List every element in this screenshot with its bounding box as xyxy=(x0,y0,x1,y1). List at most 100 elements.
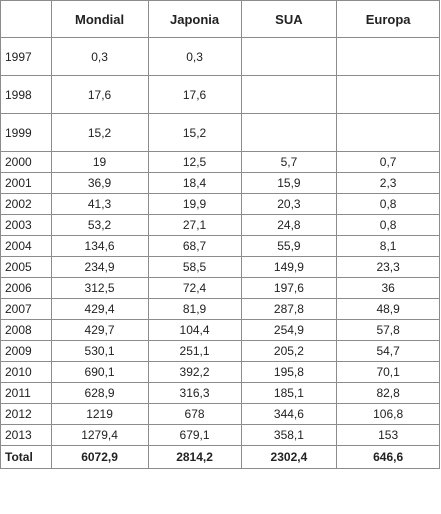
table-row: 1998 17,6 17,6 xyxy=(0,75,440,114)
cell-mondial: 41,3 xyxy=(50,193,149,215)
cell-year: 2002 xyxy=(0,193,52,215)
cell-sua: 197,6 xyxy=(240,277,338,299)
cell-europa: 106,8 xyxy=(336,403,440,425)
cell-year: 2007 xyxy=(0,298,52,320)
cell-sua: 24,8 xyxy=(240,214,338,236)
cell-mondial: 19 xyxy=(50,151,149,173)
cell-europa: 0,7 xyxy=(336,151,440,173)
header-europa: Europa xyxy=(336,0,440,38)
cell-mondial: 690,1 xyxy=(50,361,149,383)
cell-japonia: 58,5 xyxy=(147,256,242,278)
cell-year: 2000 xyxy=(0,151,52,173)
cell-mondial: 429,7 xyxy=(50,319,149,341)
cell-europa: 23,3 xyxy=(336,256,440,278)
cell-europa xyxy=(336,75,440,114)
cell-japonia: 679,1 xyxy=(147,424,242,446)
cell-year: 2001 xyxy=(0,172,52,194)
cell-mondial: 530,1 xyxy=(50,340,149,362)
table-row: 2010 690,1 392,2 195,8 70,1 xyxy=(0,361,440,383)
cell-europa: 70,1 xyxy=(336,361,440,383)
cell-year: 2006 xyxy=(0,277,52,299)
cell-year: 2009 xyxy=(0,340,52,362)
cell-year: 2003 xyxy=(0,214,52,236)
cell-sua: 55,9 xyxy=(240,235,338,257)
table-body: 1997 0,3 0,3 1998 17,6 17,6 1999 15,2 15,2 2000 19… xyxy=(0,37,440,469)
table-row: 1999 15,2 15,2 xyxy=(0,113,440,152)
cell-sua xyxy=(240,75,338,114)
cell-sua: 149,9 xyxy=(240,256,338,278)
header-mondial: Mondial xyxy=(50,0,149,38)
cell-mondial: 1219 xyxy=(50,403,149,425)
cell-mondial: 36,9 xyxy=(50,172,149,194)
cell-sua xyxy=(240,37,338,76)
cell-sua: 254,9 xyxy=(240,319,338,341)
cell-sua: 195,8 xyxy=(240,361,338,383)
table-row: 2003 53,2 27,1 24,8 0,8 xyxy=(0,214,440,236)
table-row: 2001 36,9 18,4 15,9 2,3 xyxy=(0,172,440,194)
cell-europa: 57,8 xyxy=(336,319,440,341)
cell-mondial: 234,9 xyxy=(50,256,149,278)
cell-mondial: 134,6 xyxy=(50,235,149,257)
cell-japonia: 251,1 xyxy=(147,340,242,362)
cell-sua: 185,1 xyxy=(240,382,338,404)
table-row: 2009 530,1 251,1 205,2 54,7 xyxy=(0,340,440,362)
cell-europa: 48,9 xyxy=(336,298,440,320)
cell-year: 1998 xyxy=(0,75,52,114)
cell-europa: 8,1 xyxy=(336,235,440,257)
table-row: 2007 429,4 81,9 287,8 48,9 xyxy=(0,298,440,320)
cell-year: 2005 xyxy=(0,256,52,278)
cell-year: 2010 xyxy=(0,361,52,383)
cell-japonia: 0,3 xyxy=(147,37,242,76)
cell-japonia: 316,3 xyxy=(147,382,242,404)
cell-mondial: 1279,4 xyxy=(50,424,149,446)
cell-japonia: 27,1 xyxy=(147,214,242,236)
cell-europa: 82,8 xyxy=(336,382,440,404)
table-row: 2002 41,3 19,9 20,3 0,8 xyxy=(0,193,440,215)
cell-japonia: 15,2 xyxy=(147,113,242,152)
cell-europa xyxy=(336,37,440,76)
data-table: Mondial Japonia SUA Europa 1997 0,3 0,3 199… xyxy=(0,0,440,469)
header-row: Mondial Japonia SUA Europa xyxy=(0,0,440,38)
cell-mondial: 17,6 xyxy=(50,75,149,114)
cell-sua: 20,3 xyxy=(240,193,338,215)
cell-japonia: 678 xyxy=(147,403,242,425)
table-row: 2005 234,9 58,5 149,9 23,3 xyxy=(0,256,440,278)
cell-sua: 287,8 xyxy=(240,298,338,320)
cell-year: 2012 xyxy=(0,403,52,425)
total-row: Total 6072,9 2814,2 2302,4 646,6 xyxy=(0,445,440,469)
cell-japonia: 19,9 xyxy=(147,193,242,215)
cell-japonia: 12,5 xyxy=(147,151,242,173)
cell-year: 2011 xyxy=(0,382,52,404)
cell-sua: 358,1 xyxy=(240,424,338,446)
table-row: 2008 429,7 104,4 254,9 57,8 xyxy=(0,319,440,341)
cell-japonia: 104,4 xyxy=(147,319,242,341)
header-corner-cell xyxy=(0,0,52,38)
cell-europa: 36 xyxy=(336,277,440,299)
total-mondial: 6072,9 xyxy=(50,445,149,469)
header-japonia: Japonia xyxy=(147,0,242,38)
total-japonia: 2814,2 xyxy=(147,445,242,469)
cell-japonia: 392,2 xyxy=(147,361,242,383)
total-year: Total xyxy=(0,445,52,469)
cell-sua: 5,7 xyxy=(240,151,338,173)
cell-europa xyxy=(336,113,440,152)
header-sua: SUA xyxy=(240,0,338,38)
cell-sua: 344,6 xyxy=(240,403,338,425)
cell-mondial: 15,2 xyxy=(50,113,149,152)
cell-sua: 205,2 xyxy=(240,340,338,362)
cell-japonia: 81,9 xyxy=(147,298,242,320)
cell-japonia: 68,7 xyxy=(147,235,242,257)
cell-year: 1997 xyxy=(0,37,52,76)
table-row: 1997 0,3 0,3 xyxy=(0,37,440,76)
total-europa: 646,6 xyxy=(336,445,440,469)
cell-year: 2013 xyxy=(0,424,52,446)
table-row: 2012 1219 678 344,6 106,8 xyxy=(0,403,440,425)
cell-europa: 0,8 xyxy=(336,193,440,215)
table-row: 2006 312,5 72,4 197,6 36 xyxy=(0,277,440,299)
cell-mondial: 628,9 xyxy=(50,382,149,404)
cell-japonia: 17,6 xyxy=(147,75,242,114)
cell-japonia: 18,4 xyxy=(147,172,242,194)
cell-europa: 153 xyxy=(336,424,440,446)
cell-year: 2008 xyxy=(0,319,52,341)
cell-europa: 54,7 xyxy=(336,340,440,362)
